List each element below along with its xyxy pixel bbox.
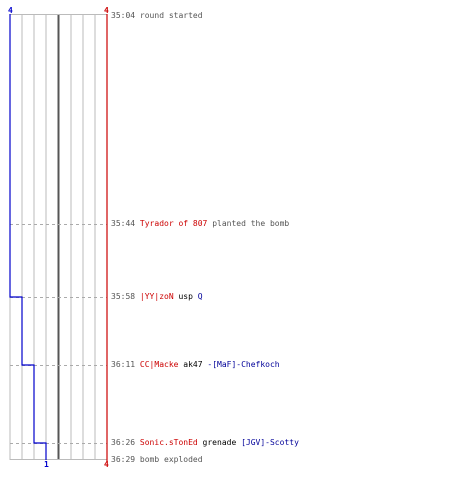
- event-weapon: grenade: [202, 438, 237, 447]
- event-time: 36:29: [111, 455, 136, 464]
- event-victim[interactable]: [JGV]-Scotty: [241, 438, 299, 447]
- blue-top-count: 4: [8, 6, 13, 15]
- event-weapon: usp: [178, 292, 193, 301]
- blue-bottom-count: 1: [44, 460, 49, 469]
- event-time: 35:58: [111, 292, 136, 301]
- event-killer[interactable]: CC|Macke: [139, 360, 179, 369]
- event-time: 35:04: [111, 11, 136, 20]
- event-kill: 36:11 CC|Macke ak47 -[MaF]-Chefkoch: [111, 360, 280, 370]
- event-dashes: [10, 224, 107, 444]
- event-text: bomb exploded: [139, 455, 203, 464]
- event-killer[interactable]: Sonic.sTonEd: [139, 438, 198, 447]
- event-victim[interactable]: Q: [197, 292, 203, 301]
- event-time: 35:44: [111, 219, 136, 228]
- event-bomb-exploded: 36:29 bomb exploded: [111, 455, 203, 465]
- grid-lines: [9, 14, 107, 460]
- event-text: planted the bomb: [212, 219, 290, 228]
- event-victim[interactable]: -[MaF]-Chefkoch: [207, 360, 280, 369]
- event-text: round started: [139, 11, 203, 20]
- event-time: 36:11: [111, 360, 136, 369]
- red-top-count: 4: [104, 6, 109, 15]
- event-killer[interactable]: |YY|zoN: [139, 292, 174, 301]
- event-weapon: ak47: [183, 360, 203, 369]
- event-kill: 36:26 Sonic.sTonEd grenade [JGV]-Scotty: [111, 438, 299, 448]
- event-round-started: 35:04 round started: [111, 11, 203, 21]
- red-bottom-count: 4: [104, 460, 109, 469]
- event-kill: 35:58 |YY|zoN usp Q: [111, 292, 203, 302]
- event-player[interactable]: Tyrador of 807: [139, 219, 208, 228]
- event-bomb-planted: 35:44 Tyrador of 807 planted the bomb: [111, 219, 289, 229]
- blue-team-line: [9, 14, 47, 460]
- event-time: 36:26: [111, 438, 136, 447]
